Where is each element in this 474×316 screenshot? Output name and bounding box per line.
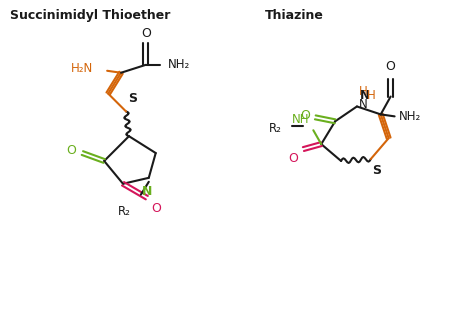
Text: H₂N: H₂N [71, 62, 93, 75]
Text: NH₂: NH₂ [168, 58, 190, 71]
Text: N: N [142, 185, 152, 198]
Text: O: O [66, 143, 76, 156]
Text: Thiazine: Thiazine [265, 9, 324, 22]
Text: N: N [359, 98, 368, 111]
Text: H: H [359, 85, 368, 98]
Text: Succinimidyl Thioether: Succinimidyl Thioether [10, 9, 170, 22]
Text: N: N [360, 88, 370, 101]
Text: S: S [372, 164, 381, 177]
Text: O: O [141, 27, 151, 40]
Text: H: H [367, 88, 375, 101]
Text: O: O [151, 202, 161, 215]
Text: R₂: R₂ [118, 204, 131, 218]
Text: O: O [386, 60, 396, 73]
Text: O: O [301, 109, 310, 122]
Text: R₂: R₂ [269, 122, 282, 135]
Text: NH: NH [292, 113, 310, 126]
Text: O: O [289, 152, 299, 165]
Text: S: S [128, 93, 137, 106]
Text: NH₂: NH₂ [399, 110, 421, 123]
